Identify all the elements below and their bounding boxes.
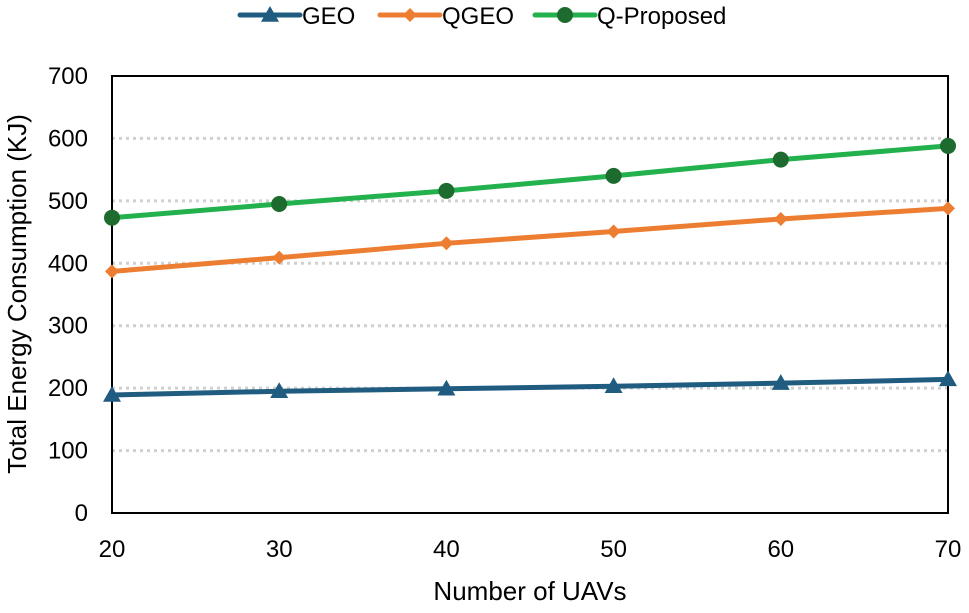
data-point-geo-60: [771, 374, 790, 390]
y-tick-label-500: 500: [48, 188, 88, 215]
y-tick-label-300: 300: [48, 313, 88, 340]
series-layer: [103, 137, 957, 402]
legend-item-geo: GEO: [237, 3, 355, 30]
y-axis-title: Total Energy Consumption (KJ): [2, 114, 32, 474]
legend-item-q-proposed: Q-Proposed: [532, 3, 726, 30]
legend-label-qgeo: QGEO: [442, 3, 514, 30]
y-tick-label-700: 700: [48, 63, 88, 90]
plot-area-frame: [111, 75, 949, 514]
x-axis-title: Number of UAVs: [433, 576, 626, 606]
x-tick-label-30: 30: [266, 536, 293, 563]
legend-label-geo: GEO: [302, 3, 355, 30]
x-tick-label-60: 60: [767, 536, 794, 563]
data-point-geo-40: [437, 379, 456, 396]
data-point-geo-20: [103, 386, 121, 402]
series-line-q-proposed: [109, 143, 951, 221]
x-tick-label-70: 70: [935, 536, 962, 563]
series-geo: [103, 370, 957, 402]
data-point-q-proposed-60: [772, 151, 789, 168]
y-tick-label-0: 0: [75, 500, 88, 527]
data-point-q-proposed-70: [940, 137, 956, 154]
x-axis-ticks: 20 30 40 50 60 70: [99, 536, 962, 563]
data-point-q-proposed-20: [104, 209, 120, 226]
y-axis-ticks: 0 100 200 300 400 500 600 700: [48, 63, 88, 527]
data-point-geo-50: [604, 377, 623, 394]
y-tick-label-100: 100: [48, 438, 88, 465]
legend: GEO QGEO Q-Proposed: [237, 3, 726, 30]
data-point-geo-30: [270, 382, 289, 399]
legend-marker-q-proposed: [557, 7, 573, 23]
x-tick-label-50: 50: [600, 536, 627, 563]
data-point-qgeo-40: [439, 236, 454, 251]
data-point-q-proposed-30: [271, 195, 288, 212]
data-point-q-proposed-40: [438, 182, 455, 199]
y-tick-label-600: 600: [48, 125, 88, 152]
series-q-proposed: [104, 137, 956, 226]
data-point-qgeo-20: [105, 264, 119, 279]
legend-marker-qgeo: [403, 8, 417, 22]
y-tick-label-400: 400: [48, 250, 88, 277]
legend-label-q-proposed: Q-Proposed: [597, 3, 726, 30]
series-qgeo: [105, 201, 955, 279]
data-point-qgeo-50: [606, 224, 621, 239]
data-point-q-proposed-50: [605, 167, 622, 184]
data-point-qgeo-30: [272, 250, 287, 265]
legend-item-qgeo: QGEO: [377, 3, 514, 30]
series-line-geo: [109, 376, 951, 398]
data-point-qgeo-70: [941, 201, 955, 216]
series-line-qgeo: [109, 205, 951, 274]
x-tick-label-20: 20: [99, 536, 126, 563]
y-tick-label-200: 200: [48, 375, 88, 402]
data-point-qgeo-60: [773, 211, 788, 226]
data-point-geo-70: [939, 370, 957, 387]
legend-marker-geo: [261, 6, 279, 22]
x-tick-label-40: 40: [433, 536, 460, 563]
